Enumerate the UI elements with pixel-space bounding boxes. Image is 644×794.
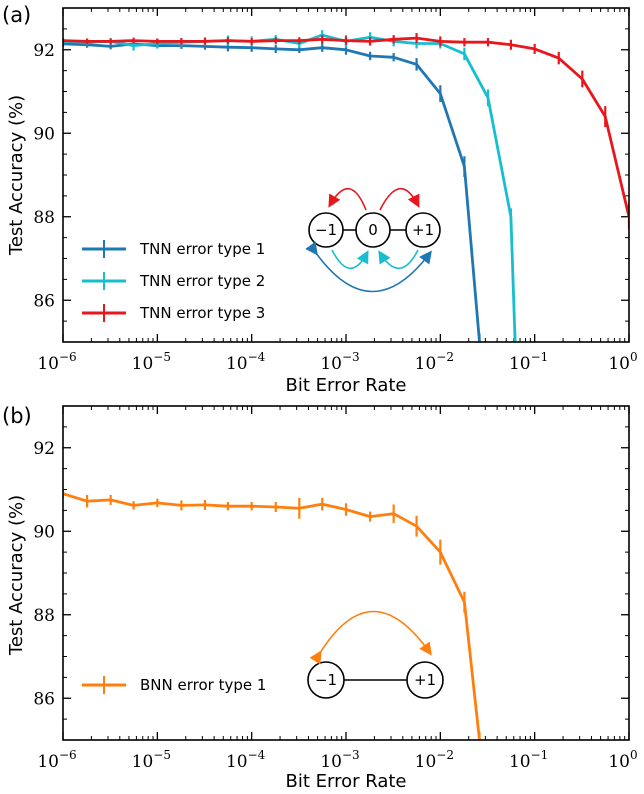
diagram-node-plus1-label: +1 — [412, 221, 434, 239]
panel-b-label: (b) — [2, 404, 32, 428]
diagram-b-node-plus1-label: +1 — [414, 671, 436, 689]
panel-a-ticks: 10−6 10−5 10−4 10−3 10−2 10−1 100 86 88 90 92 — [33, 7, 638, 374]
panel-b-x-axis-label: Bit Error Rate — [286, 771, 407, 792]
x-tick-label: 10−5 — [132, 350, 171, 374]
x-tick-label: 10−6 — [37, 748, 76, 772]
y-tick-label: 92 — [33, 439, 55, 459]
panel-a-plot-frame — [62, 7, 630, 343]
x-tick-label: 10−2 — [415, 748, 454, 772]
arrow-bnn-type1-minus1-plus1 — [309, 610, 432, 665]
y-tick-label: 86 — [33, 689, 55, 709]
x-tick-label: 10−4 — [226, 748, 266, 772]
panel-a-legend: TNN error type 1 TNN error type 2 TNN er… — [82, 240, 265, 322]
panel-b-series — [63, 489, 481, 740]
panel-a-x-axis-label: Bit Error Rate — [286, 375, 407, 396]
arrow-type1-minus1-plus1 — [305, 241, 432, 293]
x-tick-label: 100 — [608, 748, 637, 772]
series-line-tnn-error-type-1 — [63, 42, 481, 342]
arrow-type2-plus1-to-zero — [378, 249, 419, 270]
legend-label-tnn-type1: TNN error type 1 — [139, 240, 265, 258]
legend-label-bnn-type1: BNN error type 1 — [140, 676, 266, 694]
panel-a-y-axis-label: Test Accuracy (%) — [6, 95, 27, 256]
series-line-tnn-error-type-3 — [63, 36, 629, 218]
arrow-type3-zero-to-minus1 — [328, 187, 367, 211]
diagram-node-0-label: 0 — [368, 221, 378, 239]
diagram-b-node-minus1-label: −1 — [315, 671, 337, 689]
x-tick-label: 10−3 — [320, 350, 359, 374]
y-tick-label: 88 — [33, 606, 55, 626]
panel-b-y-axis-label: Test Accuracy (%) — [6, 495, 27, 656]
panel-a: (a) Test Accuracy (%) Bit Error Rate 10−… — [2, 3, 638, 396]
diagram-node-minus1-label: −1 — [315, 221, 337, 239]
y-tick-label: 90 — [33, 522, 55, 542]
panel-a-label: (a) — [2, 3, 31, 27]
arrow-type2-minus1-to-zero — [331, 249, 369, 270]
legend-label-tnn-type2: TNN error type 2 — [139, 272, 265, 290]
legend-label-tnn-type3: TNN error type 3 — [139, 304, 265, 322]
x-tick-label: 10−5 — [132, 748, 171, 772]
x-tick-label: 10−3 — [320, 748, 359, 772]
arrow-type3-zero-to-plus1 — [379, 187, 420, 211]
x-tick-label: 100 — [608, 350, 637, 374]
x-tick-label: 10−6 — [37, 350, 76, 374]
x-tick-label: 10−2 — [415, 350, 454, 374]
x-tick-label: 10−1 — [509, 748, 548, 772]
y-tick-label: 88 — [33, 208, 55, 228]
panel-a-series — [63, 30, 629, 342]
y-tick-label: 92 — [33, 41, 55, 61]
panel-b-ticks: 10−6 10−5 10−4 10−3 10−2 10−1 100 86 88 90 92 — [33, 405, 638, 772]
y-tick-label: 86 — [33, 291, 55, 311]
y-tick-label: 90 — [33, 124, 55, 144]
series-line-tnn-error-type-2 — [63, 33, 517, 342]
x-tick-label: 10−4 — [226, 350, 266, 374]
panel-b-legend: BNN error type 1 — [82, 676, 266, 694]
x-tick-label: 10−1 — [509, 350, 548, 374]
binary-state-diagram: −1 +1 — [307, 610, 444, 699]
panel-b: (b) Test Accuracy (%) Bit Error Rate 10−… — [2, 404, 638, 792]
panel-b-plot-frame — [62, 405, 630, 741]
ternary-state-diagram: −1 0 +1 — [305, 187, 441, 293]
